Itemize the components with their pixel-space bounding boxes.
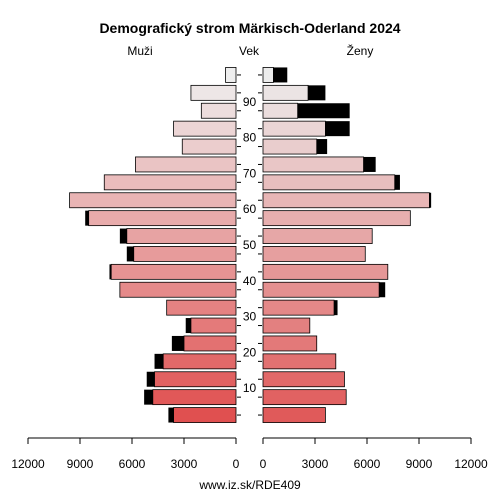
chart-title: Demografický strom Märkisch-Oderland 202…: [99, 20, 400, 36]
female-bar-15-19: [262, 353, 337, 370]
x-tick-label-right: 12000: [454, 457, 488, 471]
female-bar-80-84: [262, 120, 326, 137]
female-excess-bar-60-64: [429, 192, 432, 208]
male-bar-35-39: [119, 281, 237, 298]
female-bars: [262, 67, 432, 423]
male-bar-5-9: [152, 389, 237, 406]
age-tick-label-40: 40: [243, 274, 257, 288]
male-bar-65-69: [103, 174, 237, 191]
female-bar-70-74: [262, 156, 364, 173]
female-excess-bar-65-69: [394, 174, 400, 190]
male-excess-bar-15-19: [154, 353, 164, 369]
x-axis-right: 0 3000 6000 9000 12000: [260, 437, 488, 471]
x-tick-label-left: 12000: [11, 457, 45, 471]
female-excess-bar-85-89: [297, 103, 350, 119]
male-bar-45-49: [133, 246, 237, 262]
male-excess-bar-50-54: [119, 228, 127, 244]
female-excess-bar-80-84: [325, 121, 350, 137]
male-bar-undefined: [225, 67, 237, 83]
female-bar-25-29: [262, 317, 311, 334]
female-excess-bar-35-39: [379, 282, 386, 298]
male-bar-55-59: [88, 210, 237, 227]
male-bar-75-79: [181, 138, 237, 155]
male-excess-bar-25-29: [185, 318, 191, 334]
male-bar-50-54: [126, 228, 237, 244]
age-tick-label-50: 50: [243, 238, 257, 252]
male-bar-30-34: [166, 299, 237, 316]
male-bar-90+: [190, 84, 237, 101]
female-excess-bar-70-74: [363, 156, 376, 172]
male-bars: [69, 67, 237, 423]
female-bar-0-4: [262, 407, 326, 423]
female-bar-undefined: [262, 67, 274, 83]
male-bar-20-24: [183, 335, 237, 352]
age-tick-label-60: 60: [243, 202, 257, 216]
female-bar-10-14: [262, 371, 345, 388]
x-tick-label-left: 9000: [67, 457, 94, 471]
x-tick-label-left: 6000: [119, 457, 146, 471]
female-bar-90+: [262, 84, 309, 101]
x-tick-label-right: 6000: [354, 457, 381, 471]
male-bar-15-19: [162, 353, 237, 370]
male-bar-40-44: [110, 263, 237, 280]
age-axis: 10 20 30 40 50 60 70 80 90: [237, 74, 262, 416]
male-bar-25-29: [190, 317, 237, 334]
age-tick-label-10: 10: [243, 381, 257, 395]
female-bar-40-44: [262, 263, 389, 280]
male-excess-bar-20-24: [171, 335, 184, 351]
right-series-label: Ženy: [347, 43, 374, 58]
male-excess-bar-0-4: [168, 407, 174, 423]
male-bar-70-74: [135, 156, 237, 173]
female-excess-bar-undefined: [273, 67, 288, 83]
female-bar-50-54: [262, 228, 373, 244]
age-tick-label-20: 20: [243, 345, 257, 359]
male-excess-bar-5-9: [144, 389, 153, 405]
male-excess-bar-10-14: [146, 371, 155, 387]
male-excess-bar-55-59: [85, 210, 89, 226]
age-tick-label-30: 30: [243, 310, 257, 324]
male-bar-85-89: [200, 102, 237, 119]
female-bar-20-24: [262, 335, 318, 352]
female-bar-45-49: [262, 246, 366, 262]
male-bar-60-64: [69, 192, 237, 209]
female-bar-85-89: [262, 102, 299, 119]
x-axis-left: 12000 9000 6000 3000 0: [11, 437, 240, 471]
x-tick-label-right: 3000: [302, 457, 329, 471]
female-excess-bar-90+: [308, 85, 326, 101]
center-axis-label: Vek: [239, 44, 260, 58]
male-bar-0-4: [173, 407, 237, 423]
female-bar-55-59: [262, 210, 411, 227]
female-bar-30-34: [262, 299, 335, 316]
footer-source: www.iz.sk/RDE409: [198, 478, 301, 492]
male-excess-bar-45-49: [126, 246, 134, 262]
x-tick-label-right: 0: [260, 457, 267, 471]
left-series-label: Muži: [127, 44, 152, 58]
female-excess-bar-75-79: [316, 139, 328, 155]
female-excess-bar-30-34: [334, 300, 338, 316]
age-tick-label-70: 70: [243, 166, 257, 180]
male-excess-bar-40-44: [109, 264, 112, 280]
male-bar-10-14: [154, 371, 237, 388]
age-tick-label-80: 80: [243, 131, 257, 145]
female-bar-75-79: [262, 138, 318, 155]
female-bar-35-39: [262, 281, 380, 298]
female-bar-5-9: [262, 389, 347, 406]
x-tick-label-right: 9000: [406, 457, 433, 471]
male-bar-80-84: [173, 120, 237, 137]
x-tick-label-left: 0: [233, 457, 240, 471]
female-bar-60-64: [262, 192, 430, 209]
age-tick-label-90: 90: [243, 95, 257, 109]
female-bar-65-69: [262, 174, 396, 191]
x-tick-label-left: 3000: [171, 457, 198, 471]
